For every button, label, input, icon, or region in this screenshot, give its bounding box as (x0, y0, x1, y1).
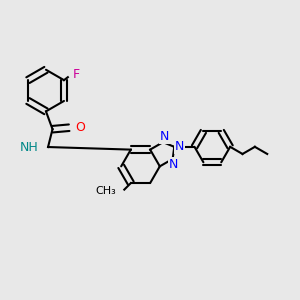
Text: O: O (75, 121, 85, 134)
Text: N: N (160, 130, 169, 143)
Text: F: F (72, 68, 80, 81)
Text: N: N (175, 140, 184, 153)
Text: NH: NH (20, 141, 38, 154)
Text: CH₃: CH₃ (95, 186, 116, 196)
Text: N: N (169, 158, 178, 171)
